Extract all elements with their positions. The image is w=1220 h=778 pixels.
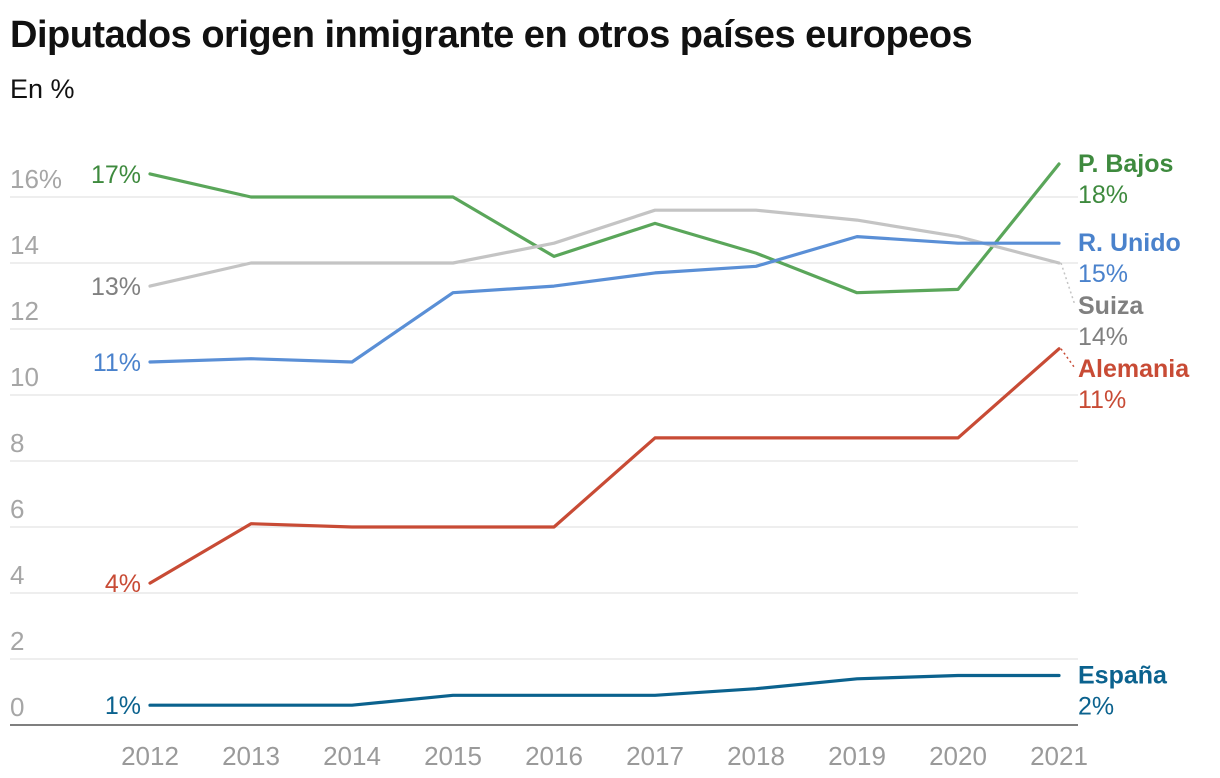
x-tick-label: 2016: [525, 741, 583, 771]
x-axis-ticks: 2012 2013 2014 2015 2016 2017 2018 2019 2020 2021: [121, 741, 1088, 771]
y-axis-ticks: 0 2 4 6 8 10 12 14 16%: [10, 164, 62, 722]
series-name-label: España: [1078, 662, 1168, 690]
series-line: [148, 673, 1061, 707]
x-tick-label: 2014: [323, 741, 381, 771]
y-tick-label: 4: [10, 560, 24, 590]
x-tick-label: 2012: [121, 741, 179, 771]
start-value-label: 11%: [93, 349, 141, 377]
gridlines: [10, 196, 1078, 726]
series-line: [148, 162, 1061, 295]
end-value-label: 18%: [1078, 181, 1128, 209]
end-value-label: 15%: [1078, 260, 1128, 288]
x-tick-label: 2015: [424, 741, 482, 771]
x-tick-label: 2021: [1030, 741, 1088, 771]
series-name-label: Suiza: [1078, 292, 1144, 320]
label-leader-line: [1060, 262, 1076, 306]
y-tick-label: 6: [10, 494, 24, 524]
start-value-label: 1%: [105, 692, 141, 720]
series-lines: [148, 162, 1061, 707]
y-tick-label: 10: [10, 362, 39, 392]
x-tick-label: 2019: [828, 741, 886, 771]
start-value-label: 4%: [105, 570, 141, 598]
series-name-label: R. Unido: [1078, 229, 1181, 257]
x-tick-label: 2017: [626, 741, 684, 771]
series-line: [148, 347, 1061, 585]
end-value-label: 2%: [1078, 693, 1114, 721]
y-tick-label: 0: [10, 692, 24, 722]
x-tick-label: 2020: [929, 741, 987, 771]
start-value-label: 17%: [91, 161, 141, 189]
series-name-label: P. Bajos: [1078, 150, 1173, 178]
end-value-label: 11%: [1078, 386, 1126, 414]
x-tick-label: 2018: [727, 741, 785, 771]
end-value-label: 14%: [1078, 323, 1128, 351]
y-tick-label: 16%: [10, 164, 62, 194]
start-value-label: 13%: [91, 273, 141, 301]
y-tick-label: 12: [10, 296, 39, 326]
label-leader-line: [1060, 348, 1076, 369]
label-leaders: [1060, 262, 1076, 369]
chart-subtitle: En %: [10, 74, 75, 104]
y-tick-label: 8: [10, 428, 24, 458]
y-tick-label: 14: [10, 230, 39, 260]
series-name-label: Alemania: [1078, 355, 1190, 383]
series-labels: 17% 13% 11% 4% 1% P. Bajos 18% R. Unido 15% Suiza…: [91, 150, 1190, 721]
x-tick-label: 2013: [222, 741, 280, 771]
series-line: [148, 235, 1061, 364]
chart-title: Diputados origen inmigrante en otros paí…: [10, 14, 973, 56]
series-line: [148, 208, 1061, 288]
y-tick-label: 2: [10, 626, 24, 656]
